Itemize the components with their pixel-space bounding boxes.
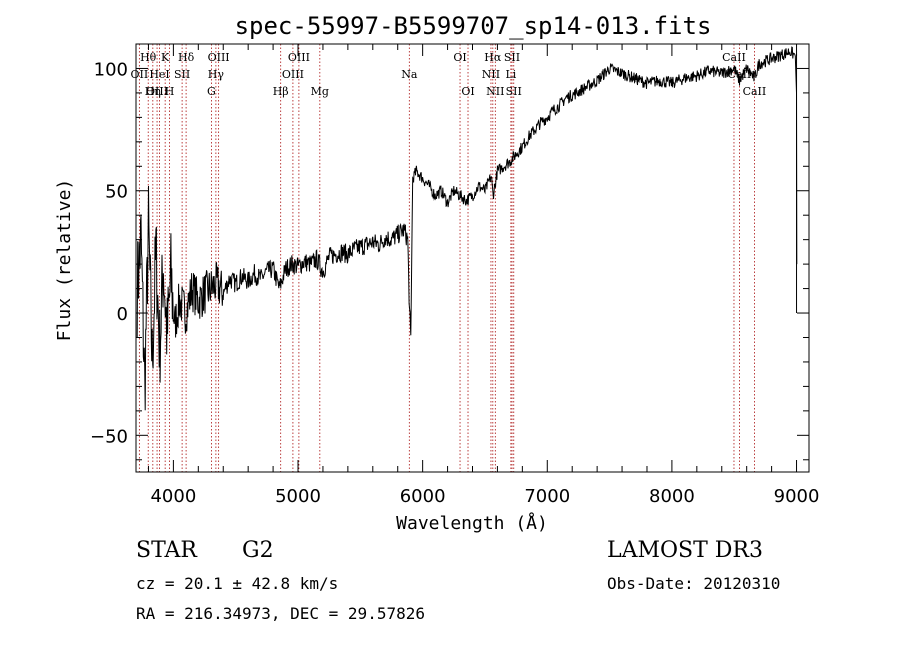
line-label-2: OIII bbox=[146, 85, 168, 98]
line-label-19: Hα bbox=[484, 51, 502, 64]
line-label-18: OI bbox=[461, 85, 474, 98]
plot-frame bbox=[135, 43, 810, 473]
y-tick-label-100: 100 bbox=[94, 59, 128, 80]
line-label-9: OIII bbox=[208, 51, 230, 64]
line-label-27: CaII bbox=[743, 85, 767, 98]
y-tick-label--50: −50 bbox=[90, 426, 128, 447]
y-axis-label: Flux (relative) bbox=[54, 179, 75, 342]
line-label-15: Mg bbox=[311, 85, 329, 98]
line-label-21: NII bbox=[486, 85, 504, 98]
x-tick-label-4000: 4000 bbox=[150, 486, 196, 507]
x-tick-label-5000: 5000 bbox=[275, 486, 321, 507]
line-label-25: CaII bbox=[722, 51, 746, 64]
line-label-5: Hη bbox=[145, 85, 161, 98]
object-type: STAR bbox=[136, 538, 197, 563]
chart-title: spec-55997-B5599707_sp14-013.fits bbox=[235, 12, 712, 40]
line-label-13: OIII bbox=[282, 68, 304, 81]
line-label-6: Hδ bbox=[178, 51, 195, 64]
object-subclass: G2 bbox=[242, 538, 274, 563]
emission-line-markers bbox=[138, 44, 755, 472]
line-label-0: Hθ bbox=[140, 51, 157, 64]
line-label-23: Li bbox=[505, 68, 516, 81]
obs-date: Obs-Date: 20120310 bbox=[607, 574, 781, 593]
line-label-11: G bbox=[207, 85, 216, 98]
survey-name: LAMOST DR3 bbox=[607, 538, 763, 563]
x-tick-label-9000: 9000 bbox=[774, 486, 820, 507]
x-tick-label-6000: 6000 bbox=[400, 486, 446, 507]
spectrum-series bbox=[136, 46, 798, 411]
x-tick-label-7000: 7000 bbox=[524, 486, 570, 507]
line-label-3: K bbox=[161, 51, 170, 64]
line-label-16: Na bbox=[401, 68, 418, 81]
line-label-7: SII bbox=[174, 68, 190, 81]
line-label-4: HeI bbox=[149, 68, 169, 81]
line-label-8: H bbox=[165, 85, 175, 98]
line-label-1: OII bbox=[131, 68, 149, 81]
line-label-14: Hβ bbox=[273, 85, 289, 98]
y-axis: −50 0 50 100 bbox=[90, 43, 809, 461]
line-label-22: SII bbox=[504, 51, 520, 64]
x-tick-label-8000: 8000 bbox=[649, 486, 695, 507]
coordinates: RA = 216.34973, DEC = 29.57826 bbox=[136, 604, 425, 623]
redshift-readout: cz = 20.1 ± 42.8 km/s bbox=[136, 574, 339, 593]
y-tick-label-0: 0 bbox=[117, 304, 128, 325]
line-label-17: OI bbox=[453, 51, 466, 64]
spectrum-line bbox=[136, 46, 798, 411]
x-axis: 4000 5000 6000 7000 8000 9000 bbox=[147, 44, 820, 507]
x-axis-label: Wavelength (Å) bbox=[396, 512, 548, 534]
line-label-20: NII bbox=[482, 68, 500, 81]
line-label-10: Hγ bbox=[208, 68, 225, 81]
line-label-24: SII bbox=[506, 85, 522, 98]
y-tick-label-50: 50 bbox=[105, 182, 128, 203]
line-label-12: OIII bbox=[288, 51, 310, 64]
